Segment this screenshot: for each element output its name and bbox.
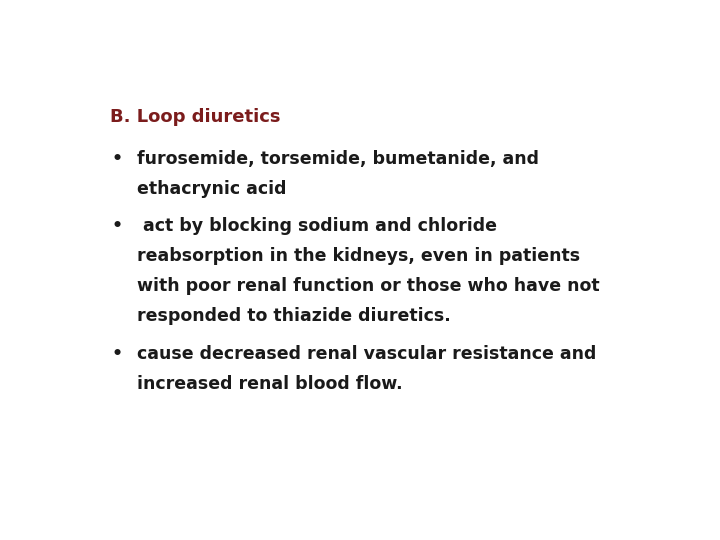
Text: cause decreased renal vascular resistance and: cause decreased renal vascular resistanc… [138, 345, 597, 363]
Text: ethacrynic acid: ethacrynic acid [138, 180, 287, 198]
Text: responded to thiazide diuretics.: responded to thiazide diuretics. [138, 307, 451, 325]
Text: furosemide, torsemide, bumetanide, and: furosemide, torsemide, bumetanide, and [138, 150, 539, 168]
Text: with poor renal function or those who have not: with poor renal function or those who ha… [138, 277, 600, 295]
Text: •: • [111, 345, 122, 363]
Text: •: • [111, 150, 122, 168]
Text: •: • [111, 218, 122, 235]
Text: increased renal blood flow.: increased renal blood flow. [138, 375, 403, 393]
Text: B. Loop diuretics: B. Loop diuretics [109, 109, 280, 126]
Text: act by blocking sodium and chloride: act by blocking sodium and chloride [138, 218, 498, 235]
Text: reabsorption in the kidneys, even in patients: reabsorption in the kidneys, even in pat… [138, 247, 580, 265]
